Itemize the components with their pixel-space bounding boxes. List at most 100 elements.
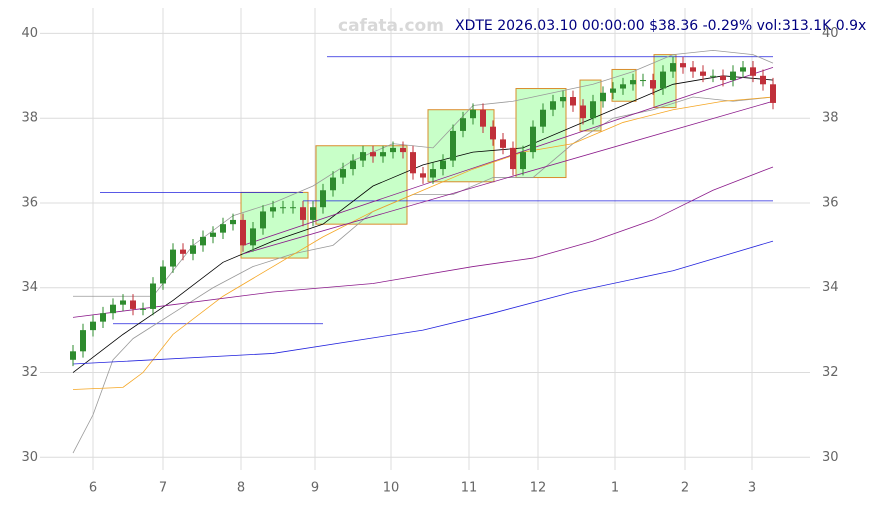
x-tick-label: 6 <box>89 481 97 496</box>
overlay-line <box>242 66 774 246</box>
y-tick-label: 38 <box>21 111 38 126</box>
candle-body <box>400 147 406 153</box>
overlay-line <box>72 75 774 373</box>
candle-body <box>330 177 336 191</box>
x-tick-label: 11 <box>461 481 478 496</box>
x-tick-label: 8 <box>237 481 245 496</box>
candle-body <box>340 169 346 178</box>
candle-body <box>210 232 216 237</box>
candle-body <box>730 71 736 81</box>
candle-body <box>600 92 606 102</box>
candle-body <box>80 330 86 352</box>
candle-body <box>550 101 556 110</box>
candle-body <box>750 67 756 76</box>
candle-body <box>290 207 296 209</box>
y-tick-label-right: 34 <box>822 280 839 295</box>
candle-body <box>710 75 716 77</box>
candle-body <box>350 160 356 170</box>
y-tick-label: 30 <box>21 450 38 465</box>
x-tick-label: 1 <box>611 481 619 496</box>
candle-body <box>680 63 686 68</box>
candle-body <box>410 152 416 174</box>
candle-body <box>630 80 636 85</box>
candle-body <box>200 236 206 246</box>
candle-body <box>450 130 456 161</box>
candle-body <box>470 109 476 119</box>
candle-body <box>490 126 496 140</box>
candle-body <box>700 71 706 76</box>
candle-body <box>440 160 446 170</box>
x-tick-label: 10 <box>383 481 400 496</box>
candle-body <box>130 300 136 309</box>
candle-body <box>610 88 616 93</box>
candle-body <box>480 109 486 127</box>
candle-body <box>590 101 596 119</box>
candle-body <box>720 75 726 81</box>
y-tick-label-right: 30 <box>822 450 839 465</box>
candle-body <box>530 126 536 153</box>
candle-body <box>580 105 586 119</box>
y-tick-label-right: 32 <box>822 365 839 380</box>
candle-body <box>570 97 576 106</box>
candle-body <box>660 71 666 89</box>
candle-body <box>280 207 286 209</box>
overlay-line <box>242 100 774 255</box>
candle-body <box>650 80 656 89</box>
y-tick-label-right: 38 <box>822 111 839 126</box>
watermark: cafata.com <box>338 16 444 36</box>
candle-body <box>640 80 646 82</box>
candle-body <box>160 266 166 284</box>
candle-body <box>510 147 516 170</box>
candle-body <box>560 97 566 102</box>
candle-body <box>320 190 326 208</box>
y-tick-label-right: 36 <box>822 195 839 210</box>
chart-title: XDTE 2026.03.10 00:00:00 $38.36 -0.29% v… <box>455 18 866 34</box>
candle-body <box>270 207 276 212</box>
candle-body <box>230 219 236 225</box>
candle-body <box>420 173 426 178</box>
y-tick-label: 32 <box>21 365 38 380</box>
candle-body <box>150 283 156 309</box>
candle-body <box>190 245 196 254</box>
x-tick-label: 3 <box>748 481 756 496</box>
candle-body <box>100 313 106 322</box>
candle-body <box>520 152 526 170</box>
x-tick-label: 2 <box>681 481 689 496</box>
candle-body <box>670 63 676 72</box>
candle-body <box>300 207 306 220</box>
y-tick-label-right: 40 <box>822 26 839 41</box>
candle-body <box>370 152 376 157</box>
candle-body <box>390 147 396 153</box>
candle-body <box>120 300 126 305</box>
candle-body <box>240 219 246 246</box>
candle-body <box>260 211 266 229</box>
candle-body <box>500 139 506 148</box>
consolidation-box <box>240 191 309 259</box>
x-tick-label: 9 <box>311 481 319 496</box>
candle-body <box>70 351 76 360</box>
candle-body <box>220 224 226 233</box>
candle-body <box>140 308 146 310</box>
candle-body <box>620 84 626 89</box>
x-tick-label: 7 <box>159 481 167 496</box>
candle-body <box>250 228 256 246</box>
candle-body <box>460 118 466 131</box>
y-tick-label: 34 <box>21 280 38 295</box>
candle-body <box>770 84 776 103</box>
y-tick-label: 36 <box>21 195 38 210</box>
candle-body <box>540 109 546 127</box>
overlay-line <box>72 240 774 365</box>
candle-body <box>180 249 186 254</box>
candle-body <box>740 67 746 72</box>
y-tick-label: 40 <box>21 26 38 41</box>
candle-body <box>690 67 696 72</box>
plot-layer <box>40 8 810 470</box>
overlay-line <box>72 166 774 318</box>
candle-body <box>760 75 766 85</box>
candle-body <box>360 152 366 161</box>
candle-body <box>90 321 96 331</box>
candle-body <box>380 152 386 157</box>
candle-body <box>110 304 116 314</box>
x-tick-label: 12 <box>530 481 547 496</box>
